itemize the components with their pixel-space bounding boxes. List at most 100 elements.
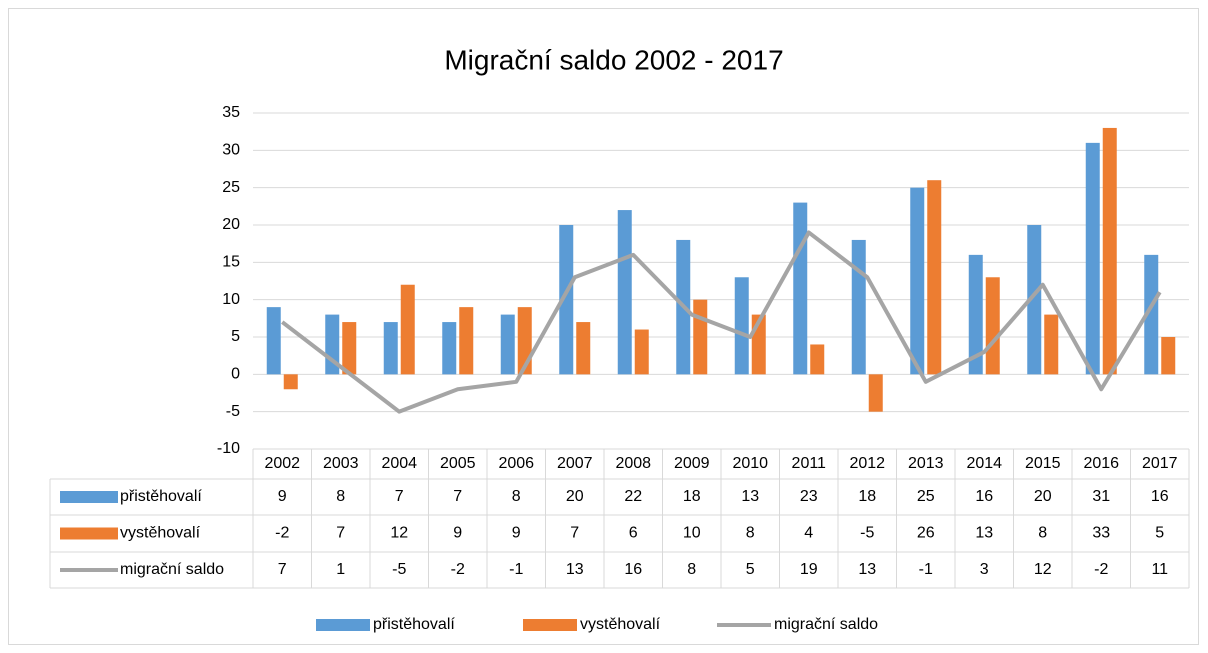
table-cell: 12 (1034, 561, 1052, 578)
table-cell: 26 (917, 525, 935, 542)
bar (1085, 142, 1100, 375)
x-tick-label: 2009 (674, 455, 710, 472)
x-tick-label: 2006 (498, 455, 534, 472)
y-tick-label: 15 (222, 254, 240, 271)
y-tick-label: 35 (222, 104, 240, 121)
bar (342, 322, 357, 375)
bar (1044, 314, 1059, 375)
bar (559, 225, 574, 375)
bar (810, 344, 825, 375)
legend-label: vystěhovalí (580, 616, 661, 633)
y-tick-label: 10 (222, 291, 240, 308)
table-cell: 18 (683, 488, 701, 505)
x-tick-label: 2008 (615, 455, 651, 472)
table-cell: 7 (278, 561, 287, 578)
legend-key (60, 491, 118, 503)
table-cell: 4 (804, 525, 813, 542)
table-cell: 8 (512, 488, 521, 505)
table-cell: 9 (453, 525, 462, 542)
x-tick-label: 2003 (323, 455, 359, 472)
bar (693, 299, 708, 375)
table-cell: -2 (1094, 561, 1108, 578)
table-cell: 25 (917, 488, 935, 505)
table-cell: 1 (336, 561, 345, 578)
x-tick-label: 2010 (732, 455, 768, 472)
legend-label: migrační saldo (774, 616, 878, 633)
table-cell: 23 (800, 488, 818, 505)
bar (927, 180, 942, 375)
y-tick-label: -10 (217, 440, 240, 457)
bar (1144, 254, 1159, 375)
bar (851, 239, 866, 375)
x-tick-label: 2005 (440, 455, 476, 472)
x-tick-label: 2012 (849, 455, 885, 472)
y-tick-label: 25 (222, 179, 240, 196)
table-cell: -5 (860, 525, 874, 542)
table-cell: 8 (687, 561, 696, 578)
bar (1161, 337, 1176, 375)
table-cell: 7 (395, 488, 404, 505)
table-cell: 7 (336, 525, 345, 542)
table-cell: 13 (975, 525, 993, 542)
x-tick-label: 2002 (264, 455, 300, 472)
legend-key (523, 619, 577, 631)
bar (734, 277, 749, 375)
table-cell: 13 (858, 561, 876, 578)
y-tick-label: 0 (231, 366, 240, 383)
table-cell: 8 (336, 488, 345, 505)
legend-label: přistěhovalí (373, 616, 455, 633)
x-tick-label: 2014 (966, 455, 1002, 472)
table-cell: 10 (683, 525, 701, 542)
table-cell: -2 (451, 561, 465, 578)
table-cell: 9 (512, 525, 521, 542)
table-cell: -1 (509, 561, 523, 578)
table-cell: 7 (570, 525, 579, 542)
bar (1102, 127, 1117, 375)
y-tick-label: 30 (222, 142, 240, 159)
bar (459, 307, 474, 375)
table-row-label: vystěhovalí (120, 525, 201, 542)
legend-key (316, 619, 370, 631)
x-tick-label: 2007 (557, 455, 593, 472)
table-cell: 20 (1034, 488, 1052, 505)
bar (383, 322, 398, 375)
table-cell: 13 (741, 488, 759, 505)
table-cell: 18 (858, 488, 876, 505)
table-cell: -2 (275, 525, 289, 542)
bar (617, 210, 632, 375)
table-row-label: migrační saldo (120, 561, 224, 578)
bar (985, 277, 1000, 375)
x-tick-label: 2015 (1025, 455, 1061, 472)
table-cell: 20 (566, 488, 584, 505)
bar (634, 329, 649, 375)
bar (793, 202, 808, 375)
table-cell: 13 (566, 561, 584, 578)
bar (283, 374, 298, 390)
legend-key (60, 527, 118, 540)
x-tick-label: 2004 (381, 455, 417, 472)
table-cell: 33 (1092, 525, 1110, 542)
table-cell: 9 (278, 488, 287, 505)
table-cell: 19 (800, 561, 818, 578)
table-cell: 22 (624, 488, 642, 505)
bar (968, 254, 983, 375)
table-cell: -1 (919, 561, 933, 578)
bar (868, 374, 883, 412)
table-cell: 16 (1151, 488, 1169, 505)
y-tick-label: 20 (222, 216, 240, 233)
table-cell: 7 (453, 488, 462, 505)
table-cell: 8 (1038, 525, 1047, 542)
table-cell: 6 (629, 525, 638, 542)
table-cell: 5 (746, 561, 755, 578)
chart-title: Migrační saldo 2002 - 2017 (444, 44, 783, 75)
table-cell: 5 (1155, 525, 1164, 542)
x-tick-label: 2013 (908, 455, 944, 472)
bar (442, 322, 457, 375)
line (281, 230, 1162, 414)
table-row-label: přistěhovalí (120, 488, 202, 505)
x-tick-label: 2017 (1142, 455, 1178, 472)
bar (910, 187, 925, 375)
table-cell: 11 (1151, 561, 1168, 578)
table-cell: 8 (746, 525, 755, 542)
